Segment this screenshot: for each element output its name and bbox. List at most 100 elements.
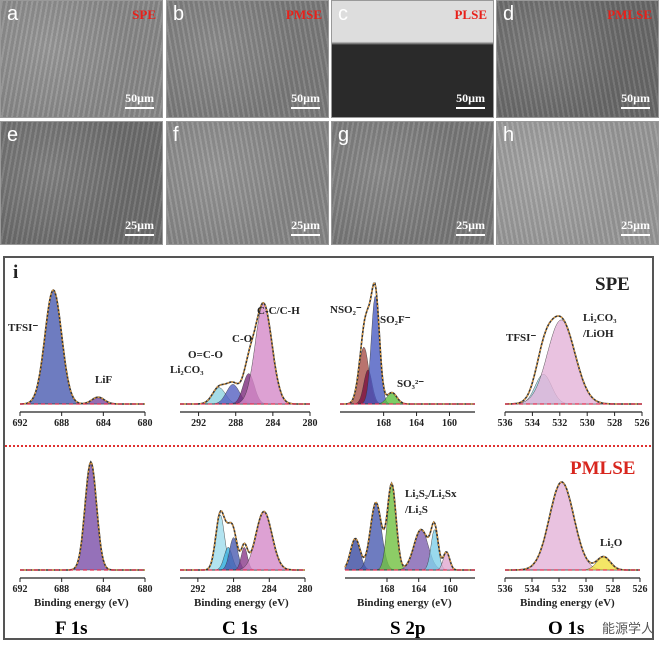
x-tick-label: 528 (607, 418, 622, 429)
x-tick-label: 532 (552, 584, 567, 595)
x-tick-label: 288 (228, 418, 243, 429)
fitted-peak (20, 461, 145, 571)
sem-letter: b (173, 3, 185, 25)
x-axis-label: Binding energy (eV) (357, 597, 452, 609)
annotation: Li₂S₂/Li₂Sx (405, 488, 457, 500)
sem-image-a: a SPE 50µm (0, 0, 163, 118)
sem-sample-tag: PMSE (285, 7, 322, 22)
scale-bar: 25µm (291, 218, 320, 236)
sem-letter: c (338, 3, 348, 25)
x-axis-label: Binding energy (eV) (194, 597, 289, 609)
xps-panel: i SPE PMLSE (3, 256, 654, 640)
sem-sample-tag: PMLSE (607, 7, 652, 22)
x-axis-label: Binding energy (eV) (34, 597, 129, 609)
sem-letter: h (503, 124, 515, 146)
x-tick-label: 534 (525, 584, 540, 595)
envelope-fit (344, 481, 475, 571)
sem-image-b: b PMSE 50µm (166, 0, 329, 118)
sem-sample-tag: PLSE (454, 7, 487, 22)
x-tick-label: 680 (138, 418, 153, 429)
x-tick-label: 536 (498, 584, 513, 595)
x-tick-label: 160 (442, 418, 457, 429)
x-tick-label: 688 (54, 584, 69, 595)
annotation: NSO₂⁻ (330, 304, 362, 316)
annotation: C-O (232, 333, 253, 345)
core-level-label: C 1s (222, 618, 258, 639)
core-level-label: F 1s (55, 618, 88, 639)
annotation: Li₂O (600, 537, 623, 549)
x-tick-label: 284 (262, 584, 277, 595)
x-axis-label: Binding energy (eV) (520, 597, 615, 609)
annotation: TFSI⁻ (506, 332, 537, 344)
annotation: C-C/C-H (257, 305, 300, 317)
annotation: SO₃²⁻ (397, 378, 425, 390)
x-tick-label: 164 (409, 418, 424, 429)
x-tick-label: 530 (579, 584, 594, 595)
scale-bar: 50µm (456, 91, 485, 109)
envelope-fit (19, 289, 145, 405)
x-tick-label: 688 (54, 418, 69, 429)
scale-bar: 50µm (291, 91, 320, 109)
envelope-fit (505, 481, 640, 571)
scale-bar-label: 25µm (456, 218, 485, 232)
sem-letter: e (7, 124, 19, 146)
x-tick-label: 280 (298, 584, 313, 595)
x-tick-label: 292 (190, 584, 205, 595)
fitted-peak (180, 547, 305, 571)
x-tick-label: 680 (138, 584, 153, 595)
core-level-label: O 1s (548, 618, 585, 639)
x-tick-label: 684 (96, 418, 111, 429)
x-tick-label: 692 (13, 584, 28, 595)
sem-image-e: e 25µm (0, 121, 163, 245)
spe-label: SPE (595, 274, 630, 295)
x-tick-label: 692 (13, 418, 28, 429)
annotation: /LiOH (583, 328, 614, 340)
scale-bar-label: 50µm (621, 91, 650, 105)
annotation: Li₂CO₃ (583, 312, 617, 324)
fitted-peak (19, 289, 145, 405)
scale-bar-label: 50µm (291, 91, 320, 105)
x-tick-label: 526 (633, 584, 648, 595)
scale-bar: 50µm (125, 91, 154, 109)
annotation: LiF (95, 374, 113, 386)
x-tick-label: 536 (498, 418, 513, 429)
core-level-label: S 2p (390, 618, 426, 639)
annotation: O=C-O (188, 349, 223, 361)
envelope-fit (20, 460, 145, 571)
x-tick-label: 292 (191, 418, 206, 429)
scale-bar: 25µm (125, 218, 154, 236)
scale-bar-label: 25µm (291, 218, 320, 232)
x-tick-label: 164 (411, 584, 426, 595)
sem-letter: a (7, 3, 19, 25)
watermark: 能源学人 (602, 622, 655, 637)
x-tick-label: 684 (96, 584, 111, 595)
annotation: Li₂CO₃ (170, 364, 204, 376)
scale-bar-label: 50µm (125, 91, 154, 105)
x-tick-label: 526 (635, 418, 650, 429)
x-tick-label: 532 (552, 418, 567, 429)
pmlse-label: PMLSE (570, 458, 636, 479)
x-tick-label: 284 (265, 418, 280, 429)
sem-image-d: d PMLSE 50µm (496, 0, 659, 118)
x-tick-label: 280 (303, 418, 318, 429)
x-tick-label: 288 (226, 584, 241, 595)
x-tick-label: 534 (525, 418, 540, 429)
sem-image-c: c PLSE 50µm (331, 0, 494, 118)
sem-letter: g (338, 124, 350, 146)
sem-image-h: h 25µm (496, 121, 659, 245)
envelope-fit (180, 510, 305, 571)
annotation: /Li₂S (405, 504, 428, 516)
fitted-peak (505, 481, 640, 571)
x-tick-label: 168 (380, 584, 395, 595)
sem-image-g: g 25µm (331, 121, 494, 245)
x-tick-label: 160 (443, 584, 458, 595)
annotation: SO₂F⁻ (380, 314, 411, 326)
x-tick-label: 168 (376, 418, 391, 429)
sem-image-f: f 25µm (166, 121, 329, 245)
sem-letter: d (503, 3, 515, 25)
sem-sample-tag: SPE (132, 7, 156, 22)
scale-bar-label: 25µm (621, 218, 650, 232)
x-tick-label: 530 (580, 418, 595, 429)
scale-bar: 25µm (456, 218, 485, 236)
